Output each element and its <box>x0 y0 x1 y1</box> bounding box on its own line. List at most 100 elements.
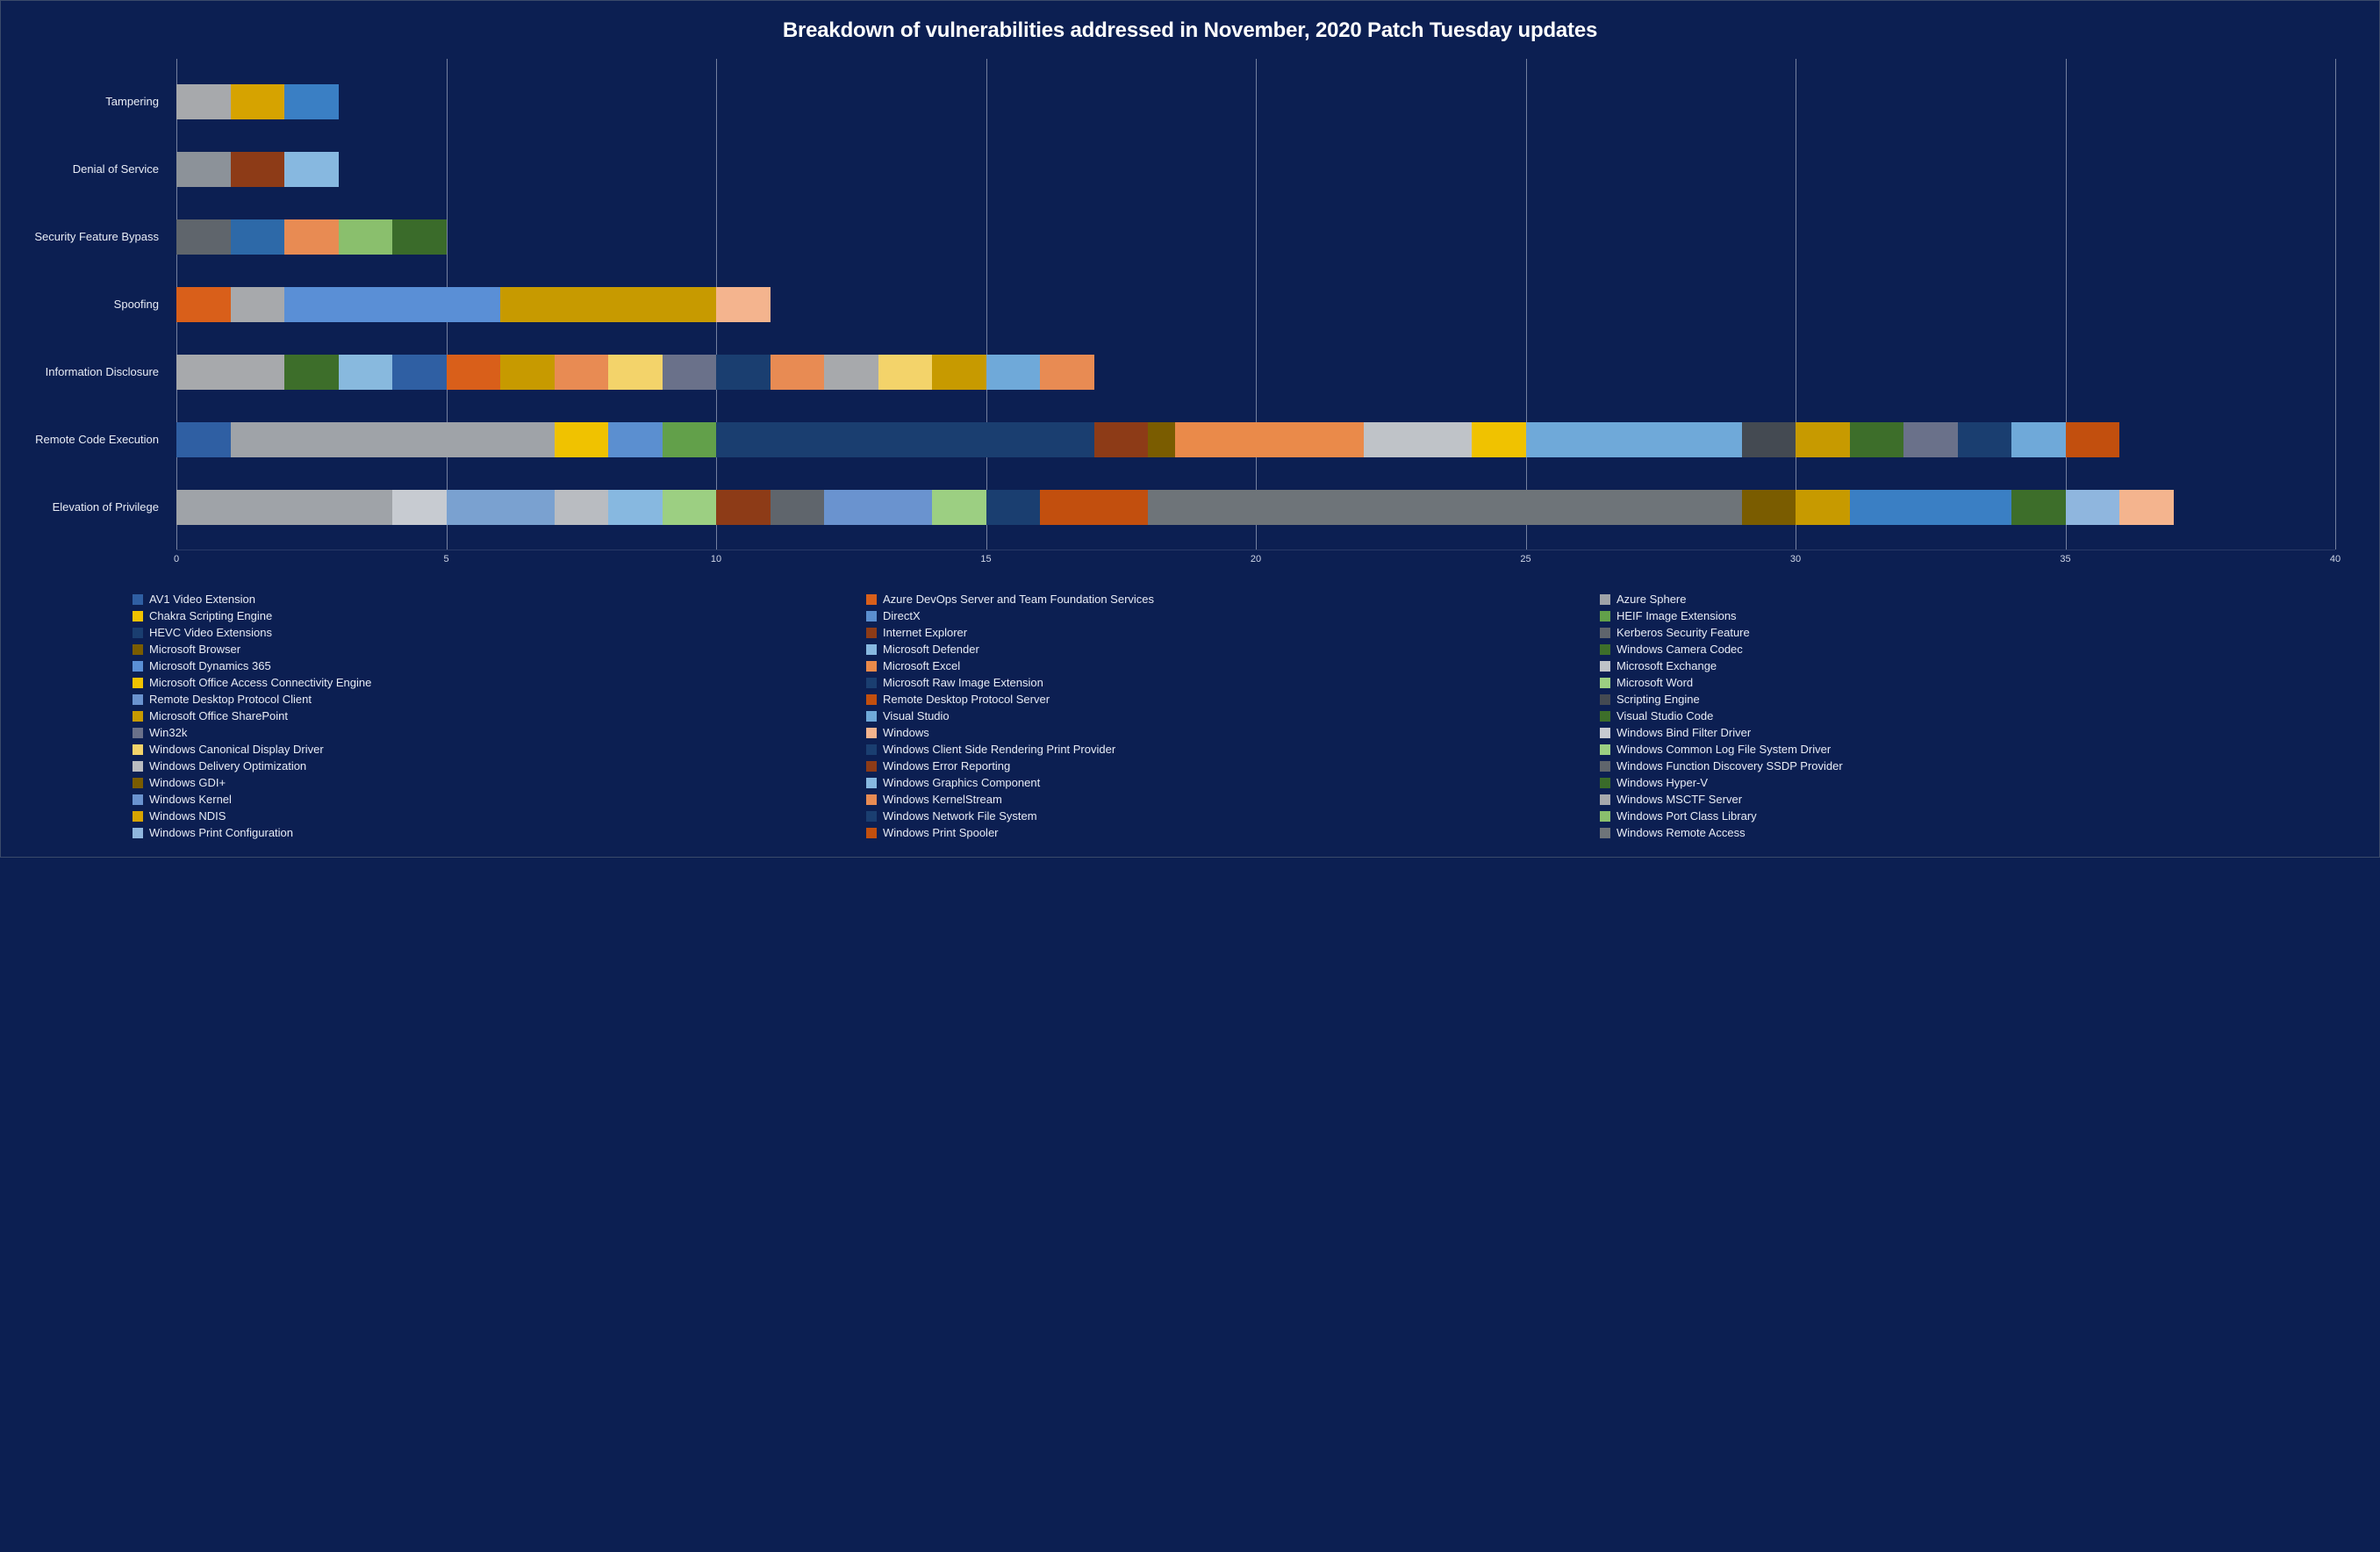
bar-segment <box>555 490 609 525</box>
legend-label: Windows Error Reporting <box>883 759 1010 772</box>
bar-segment <box>1850 422 1904 457</box>
legend-swatch <box>866 628 877 638</box>
bar-segment <box>1796 490 1850 525</box>
bar-row: Security Feature Bypass <box>176 218 2335 256</box>
bar-segment <box>176 355 284 390</box>
legend-swatch <box>133 744 143 755</box>
category-label: Information Disclosure <box>27 365 168 378</box>
chart-container: Breakdown of vulnerabilities addressed i… <box>0 0 2380 858</box>
bar-segment <box>392 490 447 525</box>
x-tick-label: 20 <box>1251 554 1261 564</box>
bar-segment <box>1958 422 2012 457</box>
legend-swatch <box>1600 628 1610 638</box>
legend-label: Microsoft Word <box>1617 676 1693 689</box>
legend-swatch <box>1600 811 1610 822</box>
legend-swatch <box>133 644 143 655</box>
legend-label: Windows Canonical Display Driver <box>149 743 324 756</box>
bar-segment <box>231 152 285 187</box>
x-axis: 0510152025303540 <box>176 550 2335 568</box>
gridline <box>2335 59 2336 550</box>
legend-label: Scripting Engine <box>1617 693 1700 706</box>
legend-swatch <box>1600 678 1610 688</box>
legend-item: Kerberos Security Feature <box>1600 626 2326 639</box>
legend-item: Windows Hyper-V <box>1600 776 2326 789</box>
bar-stack <box>176 287 2335 322</box>
legend-swatch <box>1600 694 1610 705</box>
legend-label: Windows Function Discovery SSDP Provider <box>1617 759 1843 772</box>
bar-segment <box>284 287 500 322</box>
bar-segment <box>663 355 717 390</box>
legend-label: Visual Studio <box>883 709 950 722</box>
legend-swatch <box>133 728 143 738</box>
legend-label: Azure Sphere <box>1617 593 1687 606</box>
bar-segment <box>771 355 825 390</box>
legend-swatch <box>866 711 877 722</box>
legend-item: Visual Studio Code <box>1600 709 2326 722</box>
legend-item: Windows Bind Filter Driver <box>1600 726 2326 739</box>
legend-item: AV1 Video Extension <box>133 593 859 606</box>
bar-segment <box>1175 422 1364 457</box>
bar-segment <box>2119 490 2174 525</box>
x-tick-label: 35 <box>2060 554 2070 564</box>
legend-item: Windows Print Configuration <box>133 826 859 839</box>
legend-item: Azure DevOps Server and Team Foundation … <box>866 593 1593 606</box>
legend-label: Visual Studio Code <box>1617 709 1713 722</box>
legend-item: Windows Network File System <box>866 809 1593 823</box>
bar-segment <box>663 422 717 457</box>
legend-swatch <box>866 694 877 705</box>
legend-item: Microsoft Word <box>1600 676 2326 689</box>
legend-label: Windows KernelStream <box>883 793 1002 806</box>
legend-item: HEIF Image Extensions <box>1600 609 2326 622</box>
bar-segment <box>608 490 663 525</box>
bar-segment <box>1472 422 1526 457</box>
legend-label: Windows Client Side Rendering Print Prov… <box>883 743 1115 756</box>
category-label: Elevation of Privilege <box>27 500 168 514</box>
legend-item: Microsoft Raw Image Extension <box>866 676 1593 689</box>
legend-label: Remote Desktop Protocol Server <box>883 693 1050 706</box>
legend-item: Microsoft Office SharePoint <box>133 709 859 722</box>
legend-label: Windows Delivery Optimization <box>149 759 306 772</box>
legend-label: Internet Explorer <box>883 626 967 639</box>
legend-swatch <box>1600 778 1610 788</box>
legend-item: Windows Canonical Display Driver <box>133 743 859 756</box>
bar-segment <box>608 355 663 390</box>
legend-label: Windows Kernel <box>149 793 232 806</box>
bar-segment <box>392 355 447 390</box>
legend-swatch <box>1600 744 1610 755</box>
legend-label: Kerberos Security Feature <box>1617 626 1750 639</box>
legend-item: Windows Delivery Optimization <box>133 759 859 772</box>
legend-item: DirectX <box>866 609 1593 622</box>
bar-segment <box>176 152 231 187</box>
legend-item: Azure Sphere <box>1600 593 2326 606</box>
bar-segment <box>716 490 771 525</box>
legend-swatch <box>133 828 143 838</box>
x-tick-label: 25 <box>1520 554 1531 564</box>
bar-segment <box>2011 422 2066 457</box>
bar-segment <box>1040 355 1094 390</box>
legend-swatch <box>133 694 143 705</box>
legend-item: Microsoft Excel <box>866 659 1593 672</box>
legend-label: Windows Common Log File System Driver <box>1617 743 1831 756</box>
bar-segment <box>284 84 339 119</box>
legend-item: Windows GDI+ <box>133 776 859 789</box>
category-label: Spoofing <box>27 298 168 311</box>
legend-label: Windows Graphics Component <box>883 776 1040 789</box>
legend-swatch <box>866 644 877 655</box>
category-label: Security Feature Bypass <box>27 230 168 243</box>
legend-swatch <box>1600 728 1610 738</box>
bar-segment <box>392 219 447 255</box>
legend-label: Chakra Scripting Engine <box>149 609 272 622</box>
legend-swatch <box>133 678 143 688</box>
legend-label: Microsoft Office Access Connectivity Eng… <box>149 676 371 689</box>
bar-stack <box>176 490 2335 525</box>
legend-label: HEVC Video Extensions <box>149 626 272 639</box>
bar-stack <box>176 355 2335 390</box>
bar-row: Denial of Service <box>176 150 2335 189</box>
bar-segment <box>447 490 555 525</box>
legend-label: Azure DevOps Server and Team Foundation … <box>883 593 1154 606</box>
legend-item: Windows <box>866 726 1593 739</box>
bar-segment <box>555 422 609 457</box>
legend-swatch <box>1600 828 1610 838</box>
legend-label: Microsoft Excel <box>883 659 960 672</box>
legend-item: Remote Desktop Protocol Server <box>866 693 1593 706</box>
